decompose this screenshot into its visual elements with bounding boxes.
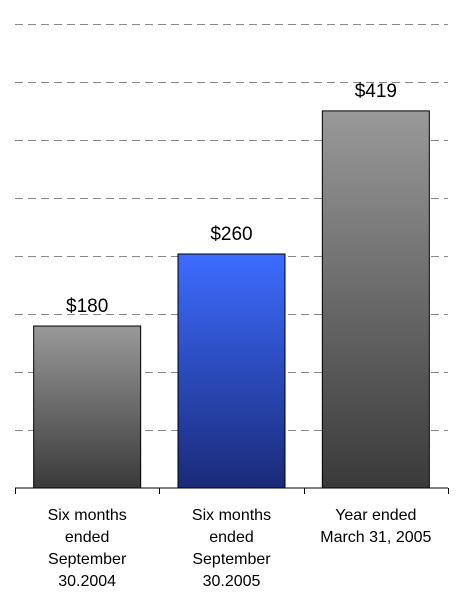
bar-3 bbox=[321, 110, 430, 489]
bar-1 bbox=[33, 325, 142, 489]
data-label-2: $260 bbox=[210, 224, 252, 245]
data-label-3: $419 bbox=[355, 81, 397, 102]
category-label-3: Year ended March 31, 2005 bbox=[320, 507, 432, 546]
category-label-2: Six months ended September 30.2005 bbox=[191, 507, 272, 590]
value-labels: $180 $260 $419 bbox=[66, 81, 397, 317]
category-label-1: Six months ended September 30.2004 bbox=[47, 507, 127, 590]
data-label-1: $180 bbox=[66, 296, 108, 317]
bars bbox=[33, 110, 430, 489]
x-axis-ticks bbox=[15, 488, 449, 494]
bar-2 bbox=[177, 253, 286, 489]
